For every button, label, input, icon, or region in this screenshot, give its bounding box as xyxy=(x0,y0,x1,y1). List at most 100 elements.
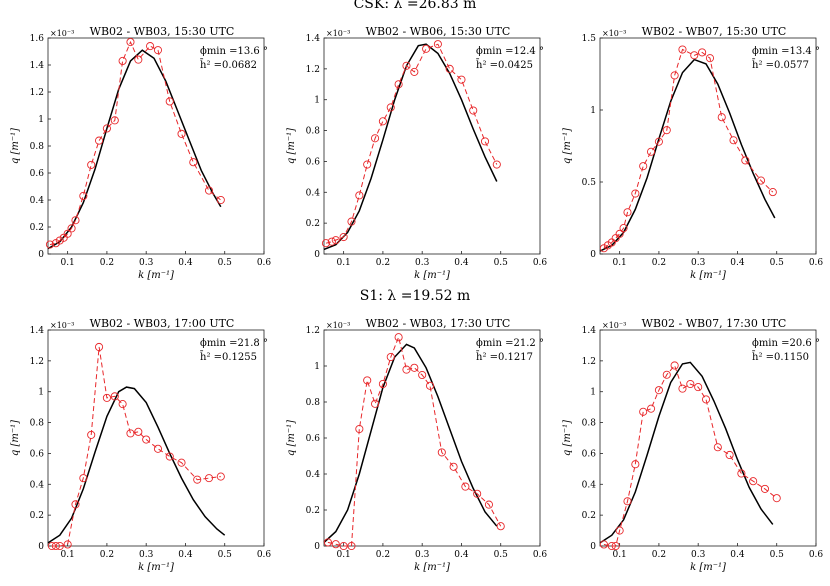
y-exponent-label: ×10⁻³ xyxy=(602,321,626,330)
h-squared-annotation: h̄² =0.0425 xyxy=(476,59,533,71)
y-tick-label: 0 xyxy=(590,250,596,260)
observed-point xyxy=(402,61,411,70)
y-tick-label: 1 xyxy=(314,96,320,106)
observed-point xyxy=(126,429,135,438)
y-tick-label: 1 xyxy=(590,388,596,398)
phi-min-annotation: ϕmin =12.4 ° xyxy=(476,46,544,57)
y-tick-label: 1.5 xyxy=(582,34,597,44)
observed-curve xyxy=(51,346,221,547)
x-tick-label: 0.3 xyxy=(691,258,706,268)
observed-point xyxy=(126,37,135,47)
x-tick-label: 0.5 xyxy=(494,550,509,560)
y-tick-label: 0.4 xyxy=(30,480,45,490)
observed-point xyxy=(355,191,364,200)
x-tick-label: 0.2 xyxy=(376,258,390,268)
observed-point xyxy=(705,54,715,63)
y-tick-label: 0.2 xyxy=(306,506,320,516)
observed-point xyxy=(110,116,119,125)
observed-point xyxy=(631,460,640,469)
panel-title: WB02 - WB03, 17:30 UTC xyxy=(366,317,511,330)
y-tick-label: 0 xyxy=(314,250,320,260)
observed-point xyxy=(87,430,96,439)
y-axis-label: q [m⁻¹] xyxy=(10,420,21,456)
y-tick-label: 1.4 xyxy=(30,61,45,71)
observed-point xyxy=(623,208,632,217)
observed-point xyxy=(639,407,648,416)
observed-point xyxy=(204,186,214,195)
x-tick-label: 0.4 xyxy=(454,550,469,560)
observed-point xyxy=(678,384,687,393)
x-axis-label: k [m⁻¹] xyxy=(138,562,174,573)
observed-point xyxy=(55,541,64,551)
y-axis-label: q [m⁻¹] xyxy=(10,128,21,164)
x-tick-label: 0.1 xyxy=(612,258,626,268)
observed-point xyxy=(394,80,403,89)
y-tick-label: 0.4 xyxy=(582,480,597,490)
x-tick-label: 0.3 xyxy=(139,258,154,268)
chart-panel-4: 0.1 0.2 0.3 0.4 0.5 0.6 0 0.2 0.4 0.6 0.8 1 1.2 1.4 ×1… xyxy=(10,317,271,573)
observed-point xyxy=(741,156,750,165)
observed-point xyxy=(63,540,72,549)
model-curve xyxy=(323,343,498,543)
observed-point xyxy=(153,46,163,55)
x-tick-label: 0.2 xyxy=(652,550,666,560)
observed-point xyxy=(363,376,372,385)
observed-point xyxy=(694,383,703,392)
observed-point xyxy=(425,381,435,390)
observed-point xyxy=(95,136,104,145)
x-tick-label: 0.4 xyxy=(178,550,193,560)
observed-point xyxy=(647,404,656,413)
x-tick-label: 0.3 xyxy=(415,550,430,560)
observed-curve xyxy=(325,43,498,244)
row-title-csk: CSK: λ =26.83 m xyxy=(353,0,477,12)
observed-point xyxy=(177,458,186,467)
observed-curve xyxy=(603,364,778,547)
observed-point xyxy=(193,475,202,484)
observed-point xyxy=(670,71,679,80)
observed-curve xyxy=(327,335,502,547)
observed-point xyxy=(496,522,505,531)
observed-point xyxy=(768,188,777,197)
observed-point xyxy=(654,386,663,395)
observed-point xyxy=(729,136,738,145)
h-squared-annotation: h̄² =0.1255 xyxy=(200,351,257,363)
y-tick-label: 0.2 xyxy=(30,511,44,521)
observed-point xyxy=(772,494,781,503)
observed-point xyxy=(670,361,679,370)
x-tick-label: 0.5 xyxy=(218,550,233,560)
model-curve xyxy=(47,386,226,544)
x-tick-label: 0.1 xyxy=(612,550,626,560)
chart-panel-2: 0.1 0.2 0.3 0.4 0.5 0.6 0 0.2 0.4 0.6 0.8 1 1.2 1.4 ×1… xyxy=(286,25,547,281)
y-exponent-label: ×10⁻³ xyxy=(326,321,350,330)
y-tick-label: 0.2 xyxy=(306,219,320,229)
observed-point xyxy=(347,217,356,226)
observed-point xyxy=(110,392,119,401)
observed-point xyxy=(378,379,387,389)
row-title-s1: S1: λ =19.52 m xyxy=(359,288,471,304)
observed-point xyxy=(45,240,55,249)
y-axis-label: q [m⁻¹] xyxy=(286,128,297,164)
y-exponent-label: ×10⁻³ xyxy=(50,321,74,330)
chart-panel-5: 0.1 0.2 0.3 0.4 0.5 0.6 0 0.2 0.4 0.6 0.8 1 1.2 ×10⁻³… xyxy=(286,317,547,573)
y-exponent-label: ×10⁻³ xyxy=(50,29,74,38)
observed-curve xyxy=(49,40,222,246)
observed-point xyxy=(142,435,151,444)
y-tick-label: 1 xyxy=(38,388,44,398)
x-tick-label: 0.4 xyxy=(730,550,745,560)
model-curve xyxy=(599,361,774,544)
chart-panel-1: 0.1 0.2 0.3 0.4 0.5 0.6 0 0.2 0.4 0.6 0.8 1 1.2 1.4 1.… xyxy=(10,25,271,281)
y-tick-label: 0 xyxy=(590,542,596,552)
y-exponent-label: ×10⁻³ xyxy=(326,29,350,38)
observed-point xyxy=(371,134,380,143)
observed-point xyxy=(717,113,726,122)
panel-title: WB02 - WB06, 15:30 UTC xyxy=(366,25,511,38)
observed-point xyxy=(134,427,143,436)
observed-point xyxy=(698,48,707,57)
observed-point xyxy=(647,147,656,156)
observed-point xyxy=(153,444,163,453)
observed-point xyxy=(323,538,332,547)
y-tick-label: 0.4 xyxy=(306,188,321,198)
observed-point xyxy=(449,462,458,471)
h-squared-annotation: h̄² =0.1150 xyxy=(752,351,809,363)
observed-point xyxy=(662,370,671,379)
